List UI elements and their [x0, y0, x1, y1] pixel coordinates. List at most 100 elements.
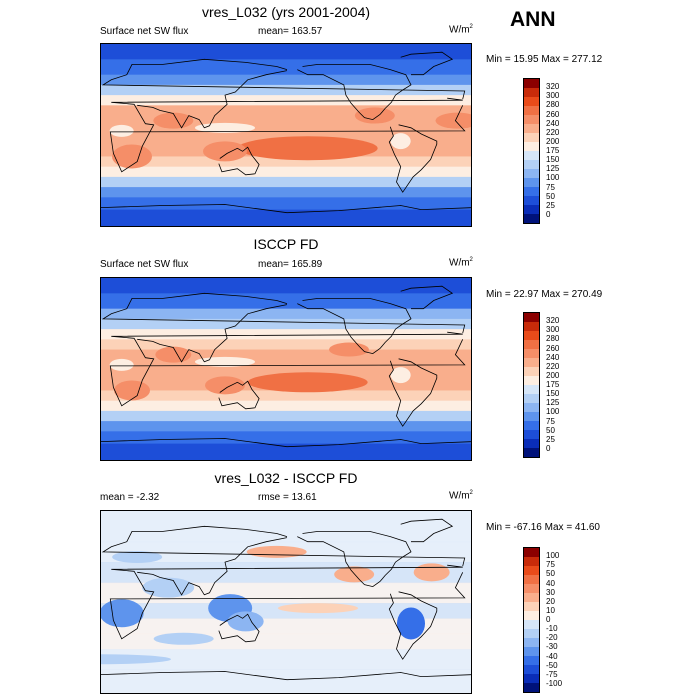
colorbar-swatch	[524, 79, 539, 89]
colorbar-swatch	[524, 548, 539, 558]
colorbar-tick-label: -20	[546, 633, 558, 643]
colorbar-tick-label: 50	[546, 191, 555, 201]
colorbar-swatch	[524, 322, 539, 332]
colorbar-swatch	[524, 160, 539, 170]
flux-band	[101, 431, 471, 445]
colorbar-swatch	[524, 205, 539, 215]
coastline	[101, 671, 471, 681]
colorbar-tick-label: 25	[546, 434, 555, 444]
min-max-label: Min = 22.97 Max = 270.49	[486, 289, 603, 300]
coastline	[297, 63, 412, 121]
variable-label: Surface net SW flux	[100, 26, 189, 37]
colorbar	[523, 547, 540, 693]
flux-band	[101, 421, 471, 432]
panel-title: vres_L032 - ISCCP FD	[214, 470, 358, 486]
colorbar-swatch	[524, 358, 539, 368]
colorbar-swatch	[524, 584, 539, 594]
flux-band	[101, 308, 471, 320]
flux-low-region	[390, 367, 411, 384]
colorbar-tick-label: 0	[546, 443, 551, 453]
colorbar-tick-label: 75	[546, 182, 555, 192]
flux-band	[101, 44, 471, 60]
colorbar-tick-label: -10	[546, 624, 558, 634]
flux-band	[101, 197, 471, 211]
map-panel	[100, 277, 472, 461]
colorbar-tick-label: 200	[546, 136, 560, 146]
colorbar-swatch	[524, 196, 539, 206]
colorbar-tick-label: 220	[546, 361, 560, 371]
coastline	[388, 358, 438, 427]
flux-band	[101, 187, 471, 198]
coastline	[218, 146, 260, 176]
colorbar-swatch	[524, 124, 539, 134]
colorbar-tick-label: -100	[546, 678, 563, 688]
colorbar-swatch	[524, 142, 539, 152]
colorbar-tick-label: 280	[546, 334, 560, 344]
flux-band	[101, 115, 471, 127]
coastline	[101, 438, 471, 448]
colorbar-swatch	[524, 638, 539, 648]
coastline	[101, 58, 466, 100]
colorbar-tick-label: 30	[546, 587, 555, 597]
flux-highlight	[329, 342, 369, 357]
difference-blob	[101, 599, 144, 628]
flux-highlight	[155, 346, 192, 363]
colorbar-swatch	[524, 313, 539, 323]
colorbar-tick-label: 100	[546, 407, 560, 417]
colorbar-swatch	[524, 674, 539, 684]
colorbar-swatch	[524, 214, 539, 223]
colorbar-swatch	[524, 403, 539, 413]
panel-title: ISCCP FD	[253, 236, 319, 252]
coastline	[101, 204, 471, 214]
panel-title: vres_L032 (yrs 2001-2004)	[201, 4, 371, 20]
colorbar-tick-label: 25	[546, 200, 555, 210]
difference-band	[101, 511, 471, 543]
colorbar-swatch	[524, 349, 539, 359]
flux-band	[101, 84, 471, 96]
coastline	[388, 124, 438, 193]
colorbar-tick-label: -40	[546, 651, 558, 661]
mean-label: mean = -2.32	[100, 492, 160, 503]
flux-band	[101, 74, 471, 86]
flux-band	[101, 349, 471, 361]
difference-blob	[112, 551, 163, 563]
colorbar-tick-label: 50	[546, 425, 555, 435]
flux-band	[101, 318, 471, 330]
colorbar-tick-label: 175	[546, 380, 560, 389]
colorbar-swatch	[524, 665, 539, 675]
colorbar-swatch	[524, 683, 539, 692]
colorbar-swatch	[524, 647, 539, 657]
colorbar-tick-label: 100	[546, 173, 560, 183]
flux-band	[101, 105, 471, 117]
flux-highlight	[354, 107, 395, 124]
rmse-label: rmse = 13.61	[258, 492, 317, 503]
difference-blob	[334, 566, 375, 583]
coastline	[109, 331, 466, 407]
colorbar-tick-label: 300	[546, 325, 560, 335]
colorbar-swatch	[524, 340, 539, 350]
coastline	[388, 591, 438, 660]
flux-highlight	[435, 112, 471, 129]
difference-band	[101, 618, 471, 635]
flux-band	[101, 166, 471, 178]
colorbar-tick-label: 200	[546, 370, 560, 380]
colorbar	[523, 312, 540, 458]
coastline	[109, 564, 466, 640]
colorbar-tick-label: 40	[546, 578, 555, 588]
coastline	[297, 297, 412, 355]
colorbar-swatch	[524, 620, 539, 630]
colorbar-swatch	[524, 376, 539, 386]
colorbar-tick-label: 150	[546, 389, 560, 399]
flux-highlight	[114, 380, 150, 401]
season-label: ANN	[510, 8, 556, 31]
difference-blob	[227, 611, 264, 632]
flux-band	[101, 156, 471, 168]
flux-highlight	[112, 144, 152, 169]
colorbar-tick-label: 220	[546, 127, 560, 137]
coastline	[218, 613, 260, 643]
flux-highlight	[203, 141, 247, 162]
flux-highlight	[237, 136, 378, 161]
colorbar-swatch	[524, 439, 539, 449]
colorbar-swatch	[524, 448, 539, 457]
flux-highlight	[153, 112, 194, 129]
